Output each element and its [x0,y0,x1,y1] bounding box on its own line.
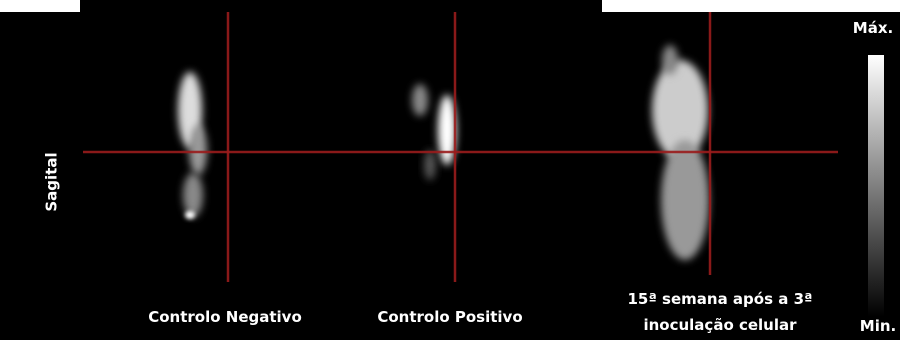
panel-caption: Controlo Negativo [148,308,302,326]
scale-max-label: Máx. [853,19,893,37]
panel-caption: 15ª semana após a 3ª [628,290,813,308]
image-background [80,0,602,12]
panel-caption: Controlo Positivo [377,308,522,326]
colorbar [868,55,884,317]
scale-min-label: Min. [860,317,896,335]
figure: Sagital Máx. Min. Controlo Negativo Contr… [0,0,900,340]
view-label: Sagital [43,152,61,211]
panel-caption: inoculação celular [643,316,797,334]
